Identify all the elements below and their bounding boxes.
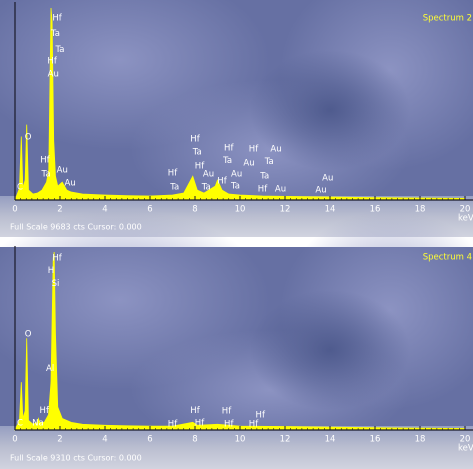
panel-background [0, 0, 473, 237]
peak-label: Hf [40, 406, 50, 416]
peak-label: Si [52, 279, 60, 289]
page: {"chart_data": [ {"type": "area", "title… [0, 0, 473, 469]
x-tick-label: 14 [325, 435, 336, 445]
peak-label: Hf [168, 420, 178, 430]
x-axis-label: keV [458, 444, 473, 454]
x-tick-label: 14 [325, 205, 336, 215]
peak-label: Hf [258, 185, 268, 195]
peak-label: Au [48, 70, 59, 80]
x-tick-label: 6 [147, 435, 152, 445]
x-tick-label: 10 [235, 435, 246, 445]
x-tick-label: 4 [102, 205, 107, 215]
peak-label: Ta [169, 183, 179, 193]
spectrum-title: Spectrum 4 [423, 253, 472, 263]
peak-label: Na [32, 419, 44, 429]
x-tick-label: 0 [12, 205, 17, 215]
peak-label: Au [57, 166, 68, 176]
peak-label: Au [243, 158, 254, 168]
peak-label: Hf [224, 144, 234, 154]
peak-label: Au [315, 186, 326, 196]
x-tick-label: 4 [102, 435, 107, 445]
peak-label: Ta [264, 157, 274, 167]
peak-label: Hf [52, 253, 62, 263]
peak-label: O [25, 132, 32, 142]
peak-label: O [25, 330, 32, 340]
peak-label: Hf [222, 407, 232, 417]
x-tick-label: 16 [370, 205, 381, 215]
peak-label: Ta [50, 29, 60, 39]
peak-label: Hf [217, 176, 227, 186]
peak-label: Hf [47, 57, 57, 67]
screenshot: 02468101214161820keVFull Scale 9683 cts … [0, 0, 473, 469]
footer: Full Scale 9310 cts Cursor: 0.000 [10, 454, 142, 463]
peak-label: Au [322, 173, 333, 183]
peak-label: Al [46, 364, 54, 374]
peak-label: H [48, 266, 54, 276]
x-tick-label: 16 [370, 435, 381, 445]
peak-label: Ta [230, 182, 240, 192]
peak-label: Ta [201, 183, 211, 193]
peak-label: Hf [40, 155, 50, 165]
x-tick-label: 12 [280, 435, 291, 445]
peak-label: Au [275, 185, 286, 195]
spectrum-title: Spectrum 2 [423, 14, 472, 24]
peak-label: Hf [190, 406, 200, 416]
peak-label: C [17, 419, 23, 429]
peak-label: Hf [249, 420, 259, 430]
x-tick-label: 6 [147, 205, 152, 215]
peak-label: Hf [168, 169, 178, 179]
x-tick-label: 12 [280, 205, 291, 215]
peak-label: Au [65, 178, 76, 188]
peak-label: Ta [55, 45, 65, 55]
peak-label: Ta [222, 156, 232, 166]
x-tick-label: 2 [57, 205, 62, 215]
x-tick-label: 18 [415, 435, 426, 445]
peak-label: Hf [52, 13, 62, 23]
peak-label: C [17, 183, 23, 193]
peak-label: Hf [190, 134, 200, 144]
x-tick-label: 2 [57, 435, 62, 445]
peak-label: Ta [259, 172, 269, 182]
x-tick-label: 8 [192, 205, 197, 215]
peak-label: Ta [192, 148, 202, 158]
peak-label: Hf [195, 419, 205, 429]
x-tick-label: 0 [12, 435, 17, 445]
x-axis-label: keV [458, 214, 473, 224]
peak-label: Ta [41, 170, 51, 180]
peak-label: Au [203, 170, 214, 180]
x-tick-label: 8 [192, 435, 197, 445]
x-tick-label: 18 [415, 205, 426, 215]
x-tick-label: 10 [235, 205, 246, 215]
footer: Full Scale 9683 cts Cursor: 0.000 [10, 223, 142, 232]
peak-label: Au [270, 145, 281, 155]
peak-label: Au [231, 170, 242, 180]
peak-label: Hf [249, 145, 259, 155]
peak-label: Hf [224, 420, 234, 430]
